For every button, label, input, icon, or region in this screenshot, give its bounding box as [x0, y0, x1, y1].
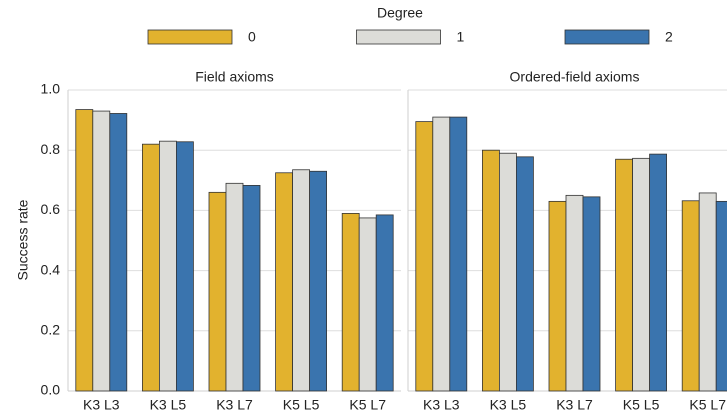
bar: [75, 109, 94, 392]
bar: [681, 200, 700, 392]
bar: [292, 169, 311, 392]
bar: [432, 116, 451, 392]
bar: [632, 157, 650, 392]
bar: [582, 196, 601, 392]
bar: [415, 121, 434, 392]
legend-label: 2: [665, 29, 673, 45]
x-tick-label: K3 L5: [490, 397, 527, 413]
bar: [309, 170, 328, 392]
panel-title: Ordered-field axioms: [510, 69, 640, 85]
y-axis-label: Success rate: [15, 199, 31, 280]
bar: [565, 194, 584, 392]
x-tick-label: K3 L5: [150, 397, 187, 413]
x-tick-label: K5 L7: [349, 397, 386, 413]
x-tick-label: K3 L3: [83, 397, 120, 413]
y-tick-label: 0.2: [41, 322, 61, 338]
bar: [498, 152, 517, 392]
bar: [358, 217, 377, 392]
bar: [109, 113, 128, 392]
bar: [548, 200, 567, 392]
bar: [175, 141, 194, 392]
x-tick-label: K5 L5: [623, 397, 660, 413]
bar: [208, 191, 227, 392]
y-tick-label: 0.4: [41, 261, 61, 277]
y-tick-label: 0.6: [41, 201, 61, 217]
x-tick-label: K5 L5: [283, 397, 320, 413]
bar: [141, 143, 160, 392]
x-tick-label: K3 L7: [556, 397, 593, 413]
bar: [242, 185, 261, 392]
x-tick-label: K5 L7: [689, 397, 726, 413]
legend-swatch: [356, 29, 441, 45]
bar: [649, 153, 667, 392]
y-tick-label: 1.0: [41, 81, 61, 97]
legend-title: Degree: [377, 5, 423, 21]
bar: [715, 200, 727, 392]
y-tick-label: 0.8: [41, 141, 61, 157]
legend-swatch: [564, 29, 650, 45]
bar: [275, 172, 294, 392]
bar: [481, 149, 500, 392]
x-tick-label: K3 L7: [216, 397, 253, 413]
legend-label: 1: [457, 29, 465, 45]
legend-label: 0: [248, 29, 256, 45]
legend-swatch: [147, 29, 233, 45]
bar: [92, 110, 111, 392]
bar: [225, 182, 244, 392]
bar: [615, 158, 633, 392]
bar: [375, 214, 394, 392]
bar: [516, 156, 534, 392]
y-tick-label: 0.0: [41, 382, 61, 398]
panel-title: Field axioms: [195, 69, 274, 85]
x-tick-label: K3 L3: [423, 397, 460, 413]
bar: [698, 192, 717, 392]
bar: [449, 116, 468, 392]
bar: [158, 140, 177, 392]
bar: [341, 213, 360, 392]
